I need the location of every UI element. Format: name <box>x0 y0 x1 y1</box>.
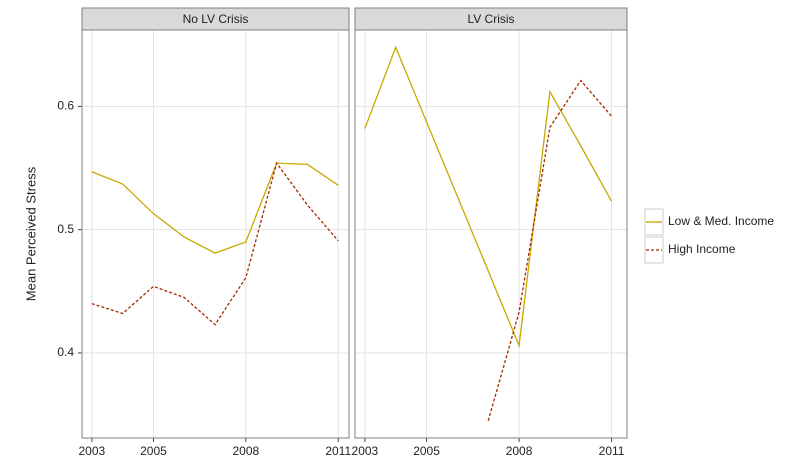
y-axis-label: Mean Perceived Stress <box>23 166 38 301</box>
panel-border <box>354 29 628 439</box>
y-tick-label: 0.6 <box>57 99 74 113</box>
line <box>487 79 613 421</box>
panel-border <box>81 29 350 439</box>
panel <box>355 30 627 438</box>
panel-title: No LV Crisis <box>183 12 249 26</box>
line <box>91 161 339 326</box>
y-tick-label: 0.4 <box>57 345 74 359</box>
y-tick-label: 0.5 <box>57 222 74 236</box>
legend-label: Low & Med. Income <box>668 214 774 228</box>
x-tick-label: 2011 <box>599 444 625 458</box>
line <box>91 162 339 254</box>
x-tick-label: 2003 <box>352 444 379 458</box>
x-tick-label: 2008 <box>232 444 259 458</box>
x-tick-label: 2011 <box>325 444 351 458</box>
x-tick-label: 2008 <box>506 444 533 458</box>
panel-title: LV Crisis <box>467 12 514 26</box>
x-tick-label: 2003 <box>79 444 106 458</box>
x-tick-label: 2005 <box>413 444 440 458</box>
legend-label: High Income <box>668 242 736 256</box>
panel <box>82 30 349 438</box>
x-tick-label: 2005 <box>140 444 167 458</box>
